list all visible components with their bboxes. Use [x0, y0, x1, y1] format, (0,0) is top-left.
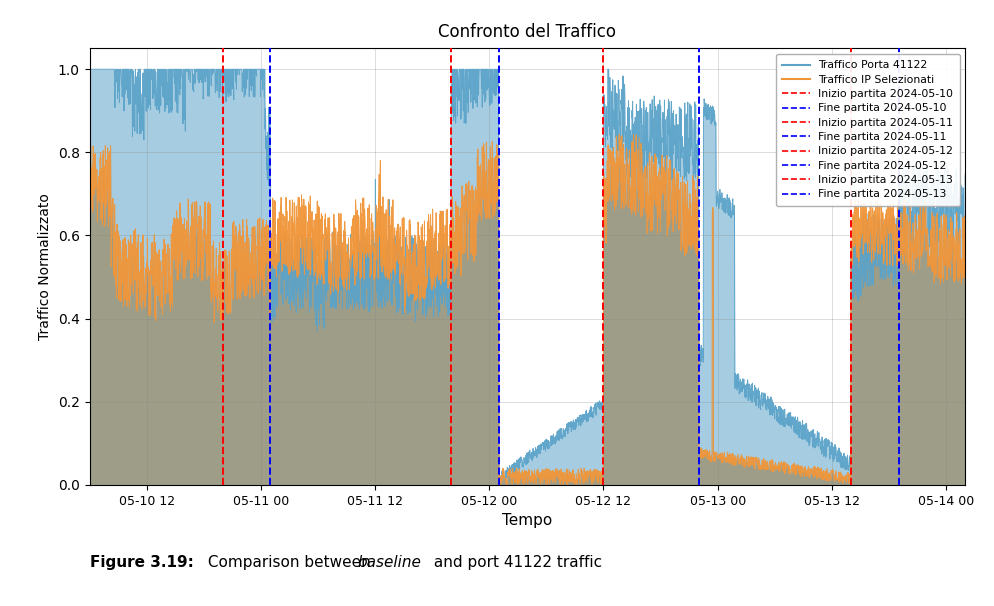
X-axis label: Tempo: Tempo [502, 513, 552, 528]
Y-axis label: Traffico Normalizzato: Traffico Normalizzato [38, 193, 53, 340]
Text: Comparison between: Comparison between [203, 554, 375, 570]
Title: Confronto del Traffico: Confronto del Traffico [438, 24, 615, 41]
Text: baseline: baseline [357, 554, 420, 570]
Text: Figure 3.19:: Figure 3.19: [89, 554, 193, 570]
Text: and port 41122 traffic: and port 41122 traffic [428, 554, 601, 570]
Legend: Traffico Porta 41122, Traffico IP Selezionati, Inizio partita 2024-05-10, Fine p: Traffico Porta 41122, Traffico IP Selezi… [775, 54, 959, 206]
